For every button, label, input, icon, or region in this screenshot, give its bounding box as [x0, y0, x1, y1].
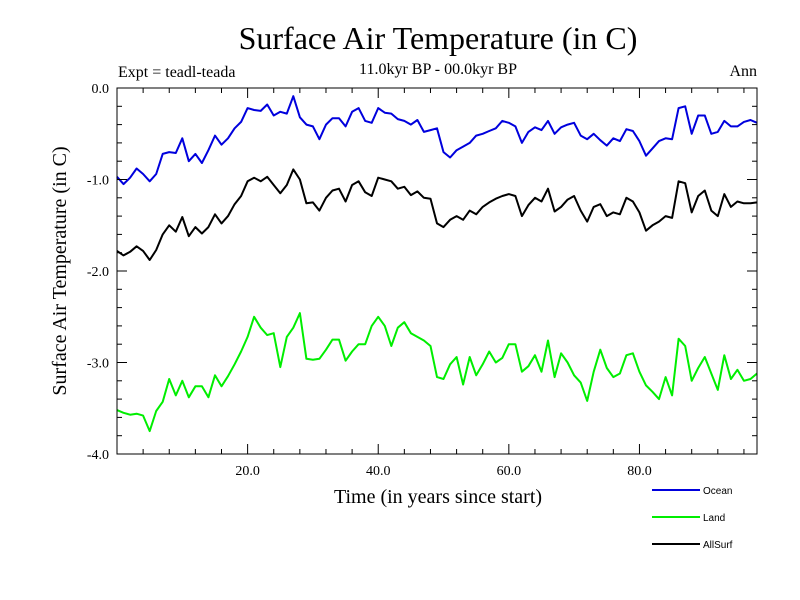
chart-title: Surface Air Temperature (in C)	[239, 20, 638, 56]
legend: Ocean Land AllSurf	[652, 486, 733, 551]
x-axis-label: Time (in years since start)	[334, 486, 542, 508]
series-line-ocean	[116, 95, 758, 186]
y-tick-label: -4.0	[87, 448, 109, 463]
y-tick-label: -3.0	[87, 357, 109, 372]
y-axis-label: Surface Air Temperature (in C)	[49, 146, 71, 395]
x-tick-label: 20.0	[235, 464, 260, 479]
ticks-layer: 0.0 -1.0 -2.0 -3.0 -4.0 20.0 40.0 60.0 80.0	[87, 82, 757, 479]
series-line-allsurf	[116, 168, 758, 261]
experiment-label: Expt = teadl-teada	[118, 64, 235, 81]
y-tick-label: -2.0	[87, 265, 109, 280]
series-layer	[116, 95, 758, 433]
chart-subtitle: 11.0kyr BP - 00.0kyr BP	[359, 61, 517, 78]
legend-label-allsurf: AllSurf	[703, 540, 733, 551]
y-tick-label: -1.0	[87, 174, 109, 189]
period-label: Ann	[729, 63, 757, 80]
series-line-land	[116, 312, 758, 433]
x-tick-label: 80.0	[627, 464, 652, 479]
x-tick-label: 40.0	[366, 464, 391, 479]
x-tick-label: 60.0	[497, 464, 522, 479]
y-tick-label: 0.0	[92, 82, 110, 97]
legend-label-land: Land	[703, 513, 725, 524]
legend-label-ocean: Ocean	[703, 486, 732, 497]
plot-frame	[116, 87, 758, 455]
